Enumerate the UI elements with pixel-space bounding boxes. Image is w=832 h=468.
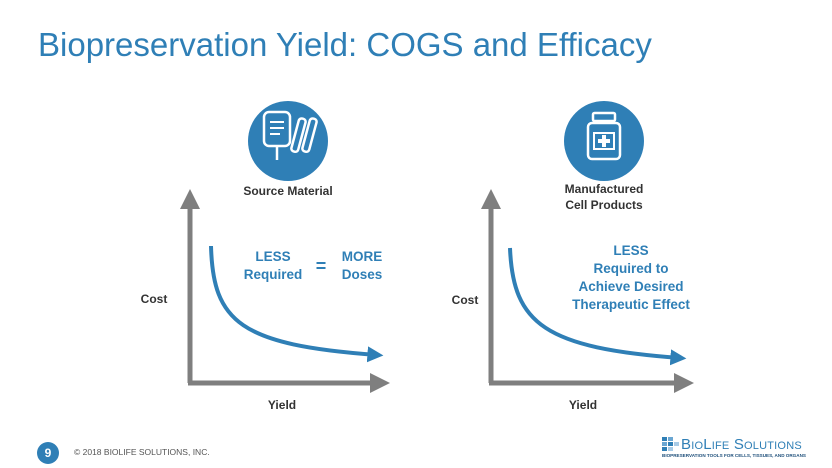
cost-yield-curve bbox=[209, 245, 384, 363]
slide-title: Biopreservation Yield: COGS and Efficacy bbox=[38, 26, 652, 63]
y-axis-label: Cost bbox=[140, 292, 168, 306]
page-number-badge: 9 bbox=[37, 442, 59, 464]
logo-tagline: BIOPRESERVATION TOOLS FOR CELLS, TISSUES… bbox=[662, 453, 806, 458]
callout-therapeutic-effect: LESS Required to Achieve Desired Therape… bbox=[572, 243, 690, 312]
iv-bag-test-tubes-icon bbox=[248, 101, 328, 181]
company-logo: BioLife Solutions BIOPRESERVATION TOOLS … bbox=[660, 436, 810, 464]
callout-less-required: LESS Required bbox=[243, 249, 303, 282]
panel-icon-label: Source Material bbox=[243, 184, 333, 198]
x-axis-label: Yield bbox=[267, 398, 297, 412]
panel-icon-label: Manufactured Cell Products bbox=[564, 182, 644, 212]
logo-mark-icon bbox=[662, 437, 679, 451]
medicine-bottle-icon bbox=[564, 101, 644, 181]
copyright-text: © 2018 BIOLIFE SOLUTIONS, INC. bbox=[74, 447, 210, 457]
y-axis-label: Cost bbox=[451, 293, 479, 307]
x-axis-label: Yield bbox=[568, 398, 598, 412]
logo-name: BioLife Solutions bbox=[681, 436, 802, 453]
cost-yield-curve bbox=[508, 247, 687, 366]
callout-more-doses: MORE Doses bbox=[341, 249, 383, 282]
callout-equals: = bbox=[315, 256, 327, 276]
